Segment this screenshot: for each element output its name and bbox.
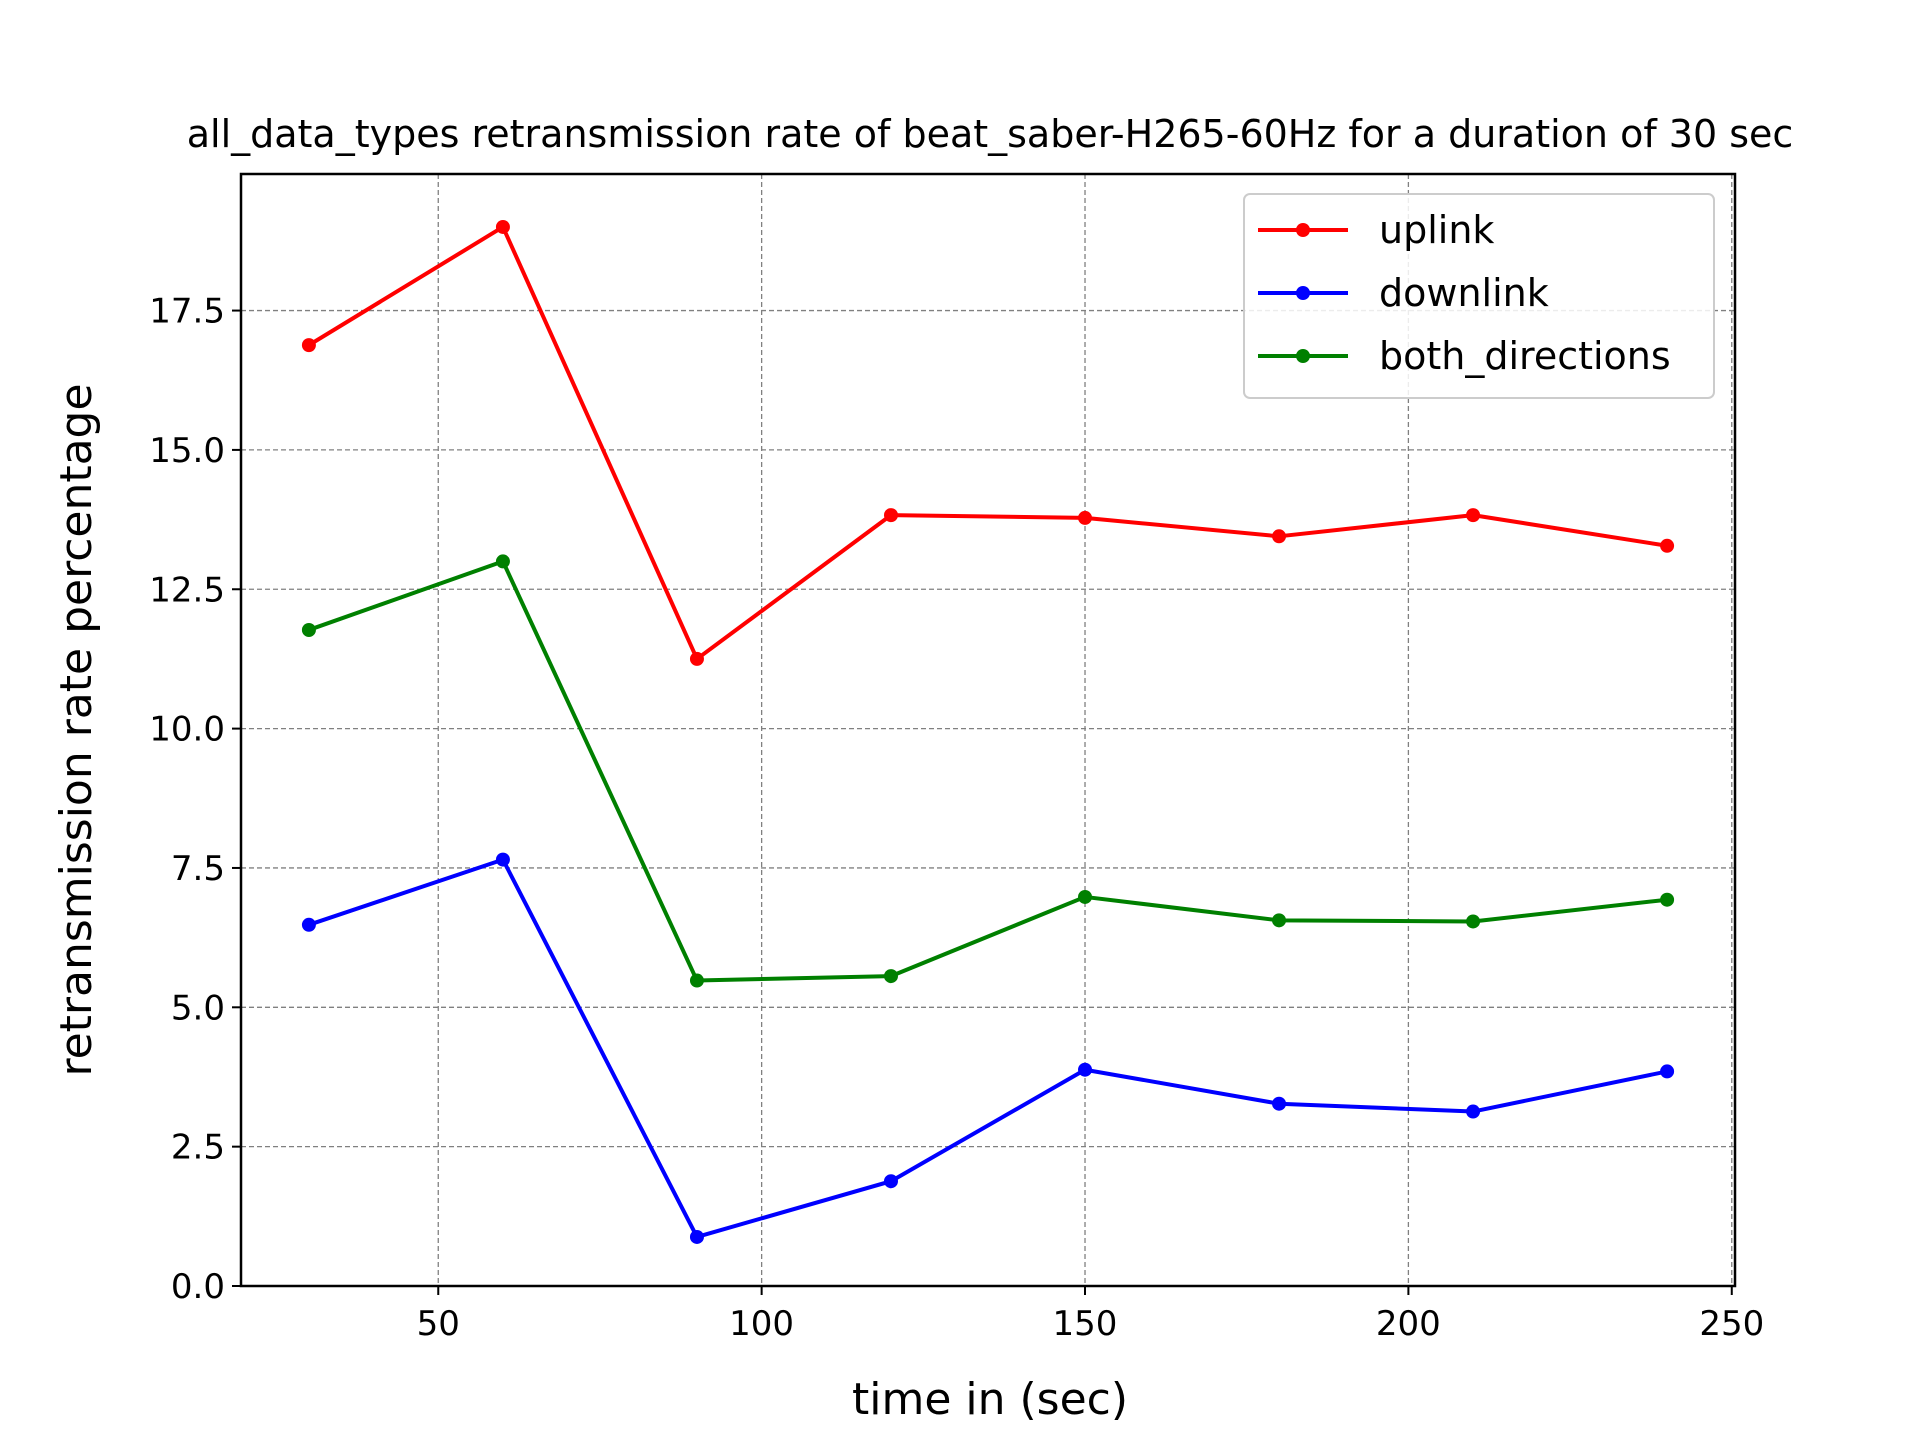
- data-point-both_directions: [1660, 892, 1675, 907]
- axis-ticks: 50 100 150 200 250 0.0 2.5 5.0 7.5 10.0 12.5 15.0 17…: [149, 292, 1764, 1344]
- data-point-both_directions: [1272, 913, 1287, 928]
- y-tick-label: 12.5: [149, 570, 225, 610]
- series-both_directions: [301, 554, 1675, 988]
- data-point-uplink: [1660, 538, 1675, 553]
- data-point-uplink: [1466, 508, 1481, 523]
- data-point-downlink: [883, 1174, 898, 1189]
- series-line-both_directions: [308, 559, 1668, 983]
- data-point-downlink: [1466, 1104, 1481, 1119]
- data-point-uplink: [301, 338, 316, 353]
- data-point-both_directions: [1078, 889, 1093, 904]
- x-tick-label: 200: [1376, 1304, 1441, 1344]
- y-tick-label: 10.0: [149, 710, 225, 750]
- series-uplink: [301, 219, 1675, 666]
- data-point-both_directions: [301, 622, 316, 637]
- data-point-downlink: [495, 852, 510, 867]
- series-line-uplink: [307, 224, 1668, 661]
- legend-box: [1243, 193, 1715, 399]
- x-tick-label: 50: [417, 1304, 460, 1344]
- data-point-uplink: [689, 651, 704, 666]
- x-tick-label: 100: [729, 1304, 794, 1344]
- plot-area-frame: [239, 172, 1737, 1288]
- data-point-uplink: [1272, 529, 1287, 544]
- y-tick-label: 15.0: [149, 431, 225, 471]
- series-downlink: [301, 852, 1675, 1244]
- series-line-downlink: [308, 857, 1668, 1239]
- y-tick-label: 7.5: [171, 849, 225, 889]
- data-point-downlink: [1660, 1064, 1675, 1079]
- data-point-both_directions: [689, 973, 704, 988]
- y-tick-label: 0.0: [171, 1267, 225, 1307]
- data-point-both_directions: [495, 554, 510, 569]
- data-point-downlink: [1272, 1096, 1287, 1111]
- legend-swatch-marker: [1296, 223, 1310, 237]
- chart-title: all_data_types retransmission rate of be…: [187, 112, 1794, 156]
- y-axis-label: retransmission rate percentage: [51, 383, 102, 1076]
- y-tick-label: 17.5: [149, 292, 225, 332]
- data-point-uplink: [1078, 510, 1093, 525]
- data-point-downlink: [689, 1229, 704, 1244]
- data-point-uplink: [883, 508, 898, 523]
- legend-label: both_directions: [1379, 334, 1671, 378]
- legend-label: uplink: [1379, 208, 1494, 252]
- data-point-uplink: [495, 219, 510, 234]
- data-point-downlink: [301, 917, 316, 932]
- legend-label: downlink: [1379, 271, 1549, 315]
- data-point-both_directions: [1466, 914, 1481, 929]
- legend-swatch-marker: [1296, 349, 1310, 363]
- legend-swatch-marker: [1296, 286, 1310, 300]
- x-tick-label: 150: [1053, 1304, 1118, 1344]
- x-axis-label: time in (sec): [852, 1374, 1128, 1425]
- series-lines: [301, 219, 1675, 1244]
- y-tick-label: 2.5: [171, 1128, 225, 1168]
- legend: uplink downlink both_directions: [1243, 193, 1715, 399]
- data-point-downlink: [1078, 1062, 1093, 1077]
- x-tick-label: 250: [1699, 1304, 1764, 1344]
- data-point-both_directions: [883, 969, 898, 984]
- y-tick-label: 5.0: [171, 988, 225, 1028]
